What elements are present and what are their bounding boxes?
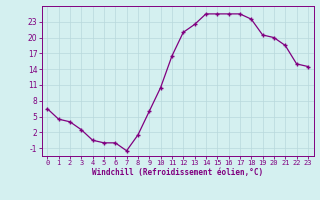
X-axis label: Windchill (Refroidissement éolien,°C): Windchill (Refroidissement éolien,°C) xyxy=(92,168,263,177)
